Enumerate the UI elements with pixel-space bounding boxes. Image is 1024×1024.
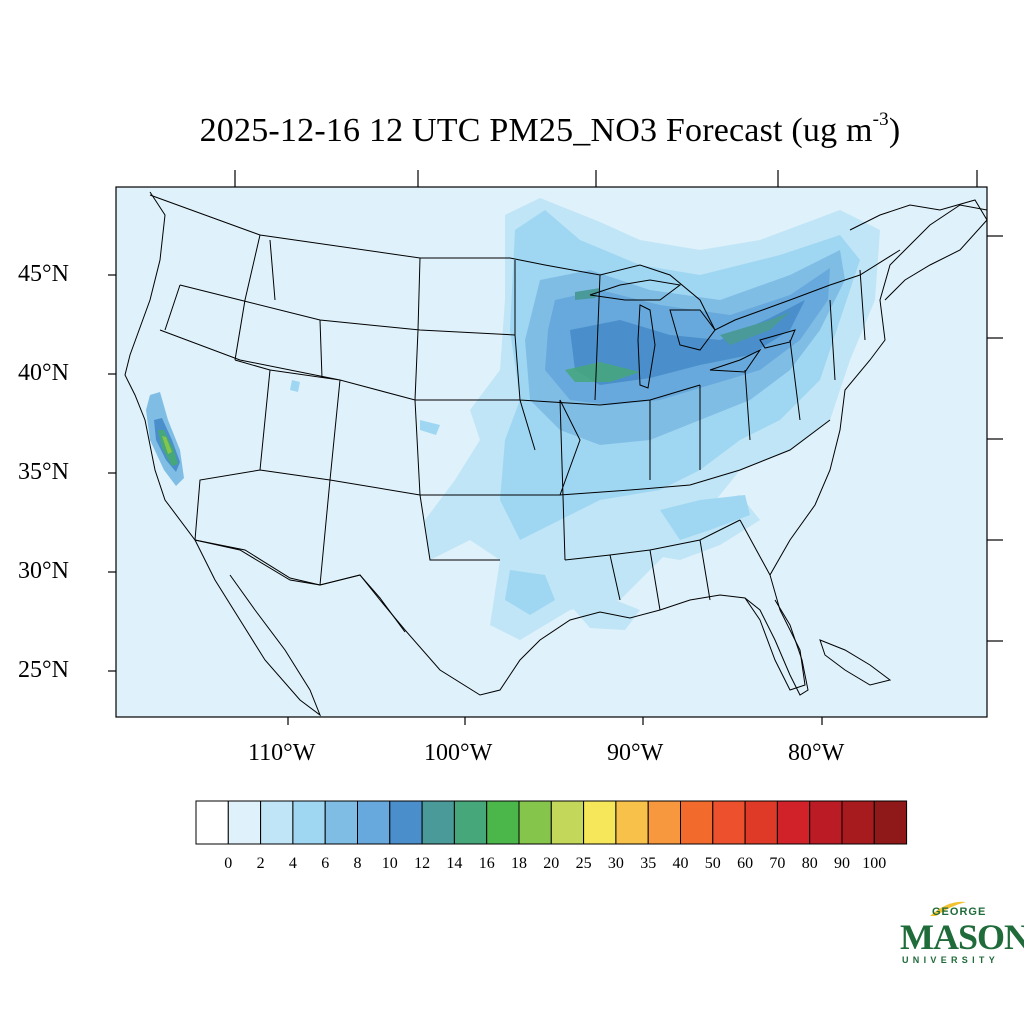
lat-label-30: 30°N — [18, 558, 69, 584]
boundaries — [124, 191, 987, 717]
colorbar-label: 8 — [353, 855, 362, 872]
axis-ticks — [108, 170, 1003, 725]
colorbar-swatch — [518, 800, 552, 845]
canada-east — [849, 199, 987, 301]
colorbar-label: 90 — [834, 855, 850, 872]
colorbar-swatch — [486, 800, 520, 845]
colorbar-label: 18 — [511, 855, 527, 872]
colorbar-swatch — [195, 800, 229, 845]
lon-label-90: 90°W — [607, 740, 664, 766]
colorbar-label: 25 — [575, 855, 592, 872]
florida — [744, 597, 809, 696]
colorbar-swatch — [647, 800, 682, 845]
title-superscript: -3 — [872, 108, 889, 130]
colorbar-label: 100 — [862, 855, 887, 872]
border-canada — [149, 194, 901, 331]
colorbar-label: 2 — [256, 855, 265, 872]
colorbar-label: 4 — [288, 855, 297, 872]
colorbar-swatch — [712, 800, 746, 845]
colorbar-label: 6 — [321, 855, 330, 872]
logo-swoosh-icon — [930, 901, 966, 916]
lat-label-40: 40°N — [18, 360, 69, 386]
colorbar-label: 40 — [672, 855, 689, 872]
lake-erie — [709, 348, 762, 373]
lat-label-25: 25°N — [18, 657, 69, 683]
colorbar-swatch — [324, 800, 359, 845]
map-frame — [115, 186, 988, 718]
plume-level-2c — [570, 598, 640, 630]
title-close: ) — [888, 112, 901, 149]
plume-level-10 — [570, 300, 805, 385]
lake-superior — [589, 279, 682, 301]
colorbar-label: 50 — [704, 855, 721, 872]
title-main: 2025-12-16 12 UTC PM25_NO3 Forecast (ug … — [199, 112, 873, 149]
lake-huron — [669, 309, 716, 351]
colorbar-label: 20 — [543, 855, 560, 872]
plume-level-14 — [565, 362, 640, 382]
colorbar-label: 0 — [224, 855, 233, 872]
cuba — [819, 639, 892, 686]
colorbar-swatch — [873, 800, 908, 845]
colorbar-swatch — [227, 800, 262, 845]
colorbar-swatch — [680, 800, 714, 845]
colorbar-swatch — [841, 800, 875, 845]
plume-level-4b — [505, 570, 555, 615]
lake-michigan — [637, 304, 656, 389]
colorbar-label: 30 — [607, 855, 624, 872]
lat-label-45: 45°N — [18, 261, 69, 287]
colorbar-label: 10 — [381, 855, 398, 872]
colorbar-label: 14 — [446, 855, 463, 872]
ca-plume-level-20 — [162, 436, 172, 454]
logo-george: GEORGE — [932, 906, 987, 918]
colorbar-swatch — [453, 800, 488, 845]
plume-level-14b — [720, 312, 790, 345]
colorbar-swatch — [809, 800, 843, 845]
blip-utah — [290, 380, 300, 392]
plume-level-14c — [575, 288, 600, 300]
lon-label-110: 110°W — [248, 740, 316, 766]
colorbar-swatch — [550, 800, 585, 845]
colorbar-swatch — [615, 800, 649, 845]
state-lines — [159, 234, 866, 611]
colorbar-swatch — [583, 800, 617, 845]
colorbar — [195, 800, 908, 845]
colorbar-swatch — [292, 800, 326, 845]
lon-label-80: 80°W — [788, 740, 845, 766]
logo-university: UNIVERSITY — [902, 955, 1000, 965]
logo-mason: MASON — [900, 917, 1024, 957]
colorbar-swatch — [260, 800, 294, 845]
colorbar-swatch — [357, 800, 391, 845]
lat-label-35: 35°N — [18, 459, 69, 485]
blip-colorado — [420, 420, 440, 435]
colorbar-swatch — [421, 800, 455, 845]
colorbar-swatch — [744, 800, 778, 845]
colorbar-label: 16 — [478, 855, 495, 872]
colorbar-label: 12 — [414, 855, 431, 872]
colorbar-label: 60 — [737, 855, 754, 872]
plume-level-4c — [660, 495, 750, 540]
gmu-logo: GEORGE MASON UNIVERSITY — [898, 898, 1024, 968]
lon-label-100: 100°W — [424, 740, 493, 766]
baja — [194, 539, 322, 717]
colorbar-label: 35 — [640, 855, 657, 872]
us-outline — [124, 191, 987, 696]
colorbar-label: 70 — [769, 855, 786, 872]
colorbar-swatch — [389, 800, 423, 845]
chart-title: 2025-12-16 12 UTC PM25_NO3 Forecast (ug … — [0, 108, 1024, 150]
colorbar-label: 80 — [801, 855, 818, 872]
colorbar-swatch — [776, 800, 811, 845]
